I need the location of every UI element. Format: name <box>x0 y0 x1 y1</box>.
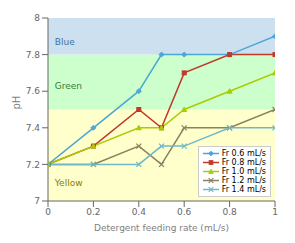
svg-text:8: 8 <box>34 13 40 23</box>
svg-text:0.6: 0.6 <box>177 207 192 217</box>
svg-text:Blue: Blue <box>55 37 75 47</box>
svg-text:pH: pH <box>11 96 22 110</box>
svg-text:1: 1 <box>272 207 278 217</box>
html-text:Fr 1.4 mL/s: Fr 1.4 mL/s <box>221 185 266 194</box>
svg-text:7.4: 7.4 <box>26 123 41 133</box>
svg-text:Yellow: Yellow <box>54 178 83 188</box>
svg-text:0.4: 0.4 <box>132 207 147 217</box>
svg-text:7.6: 7.6 <box>26 86 41 96</box>
svg-text:0.8: 0.8 <box>222 207 237 217</box>
html-text:Fr 0.8 mL/s: Fr 0.8 mL/s <box>221 158 266 167</box>
svg-text:7.2: 7.2 <box>26 160 40 170</box>
html-text:Fr 1.2 mL/s: Fr 1.2 mL/s <box>221 176 266 185</box>
svg-text:Detergent feeding rate (mL/s): Detergent feeding rate (mL/s) <box>94 223 229 233</box>
svg-text:0: 0 <box>45 207 51 217</box>
svg-text:7.8: 7.8 <box>26 50 41 60</box>
html-text:Fr 1.0 mL/s: Fr 1.0 mL/s <box>221 167 266 176</box>
html-text:Fr 0.6 mL/s: Fr 0.6 mL/s <box>221 149 266 158</box>
svg-text:7: 7 <box>34 196 40 206</box>
svg-text:0.2: 0.2 <box>86 207 100 217</box>
svg-text:Green: Green <box>55 81 82 91</box>
